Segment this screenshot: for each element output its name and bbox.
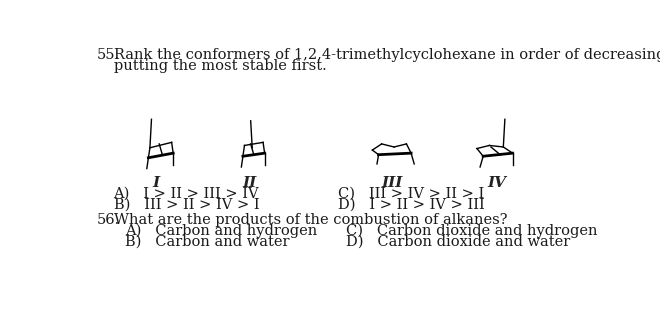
- Text: A)   I > II > III > IV: A) I > II > III > IV: [114, 187, 259, 201]
- Text: putting the most stable first.: putting the most stable first.: [114, 59, 326, 73]
- Text: D)   I > II > IV > III: D) I > II > IV > III: [338, 198, 485, 212]
- Text: I: I: [152, 176, 160, 190]
- Text: C)   Carbon dioxide and hydrogen: C) Carbon dioxide and hydrogen: [346, 224, 597, 238]
- Text: What are the products of the combustion of alkanes?: What are the products of the combustion …: [114, 213, 507, 227]
- Text: IV: IV: [488, 176, 507, 190]
- Text: A)   Carbon and hydrogen: A) Carbon and hydrogen: [125, 224, 317, 238]
- Text: 55.: 55.: [96, 48, 119, 62]
- Text: 56.: 56.: [96, 213, 119, 227]
- Text: D)   Carbon dioxide and water: D) Carbon dioxide and water: [346, 235, 570, 249]
- Text: III: III: [382, 176, 403, 190]
- Text: B)   III > II > IV > I: B) III > II > IV > I: [114, 198, 259, 212]
- Text: C)   III > IV > II > I: C) III > IV > II > I: [338, 187, 484, 201]
- Text: B)   Carbon and water: B) Carbon and water: [125, 235, 290, 249]
- Text: II: II: [242, 176, 256, 190]
- Text: Rank the conformers of 1,2,4-trimethylcyclohexane in order of decreasing stabili: Rank the conformers of 1,2,4-trimethylcy…: [114, 48, 660, 62]
